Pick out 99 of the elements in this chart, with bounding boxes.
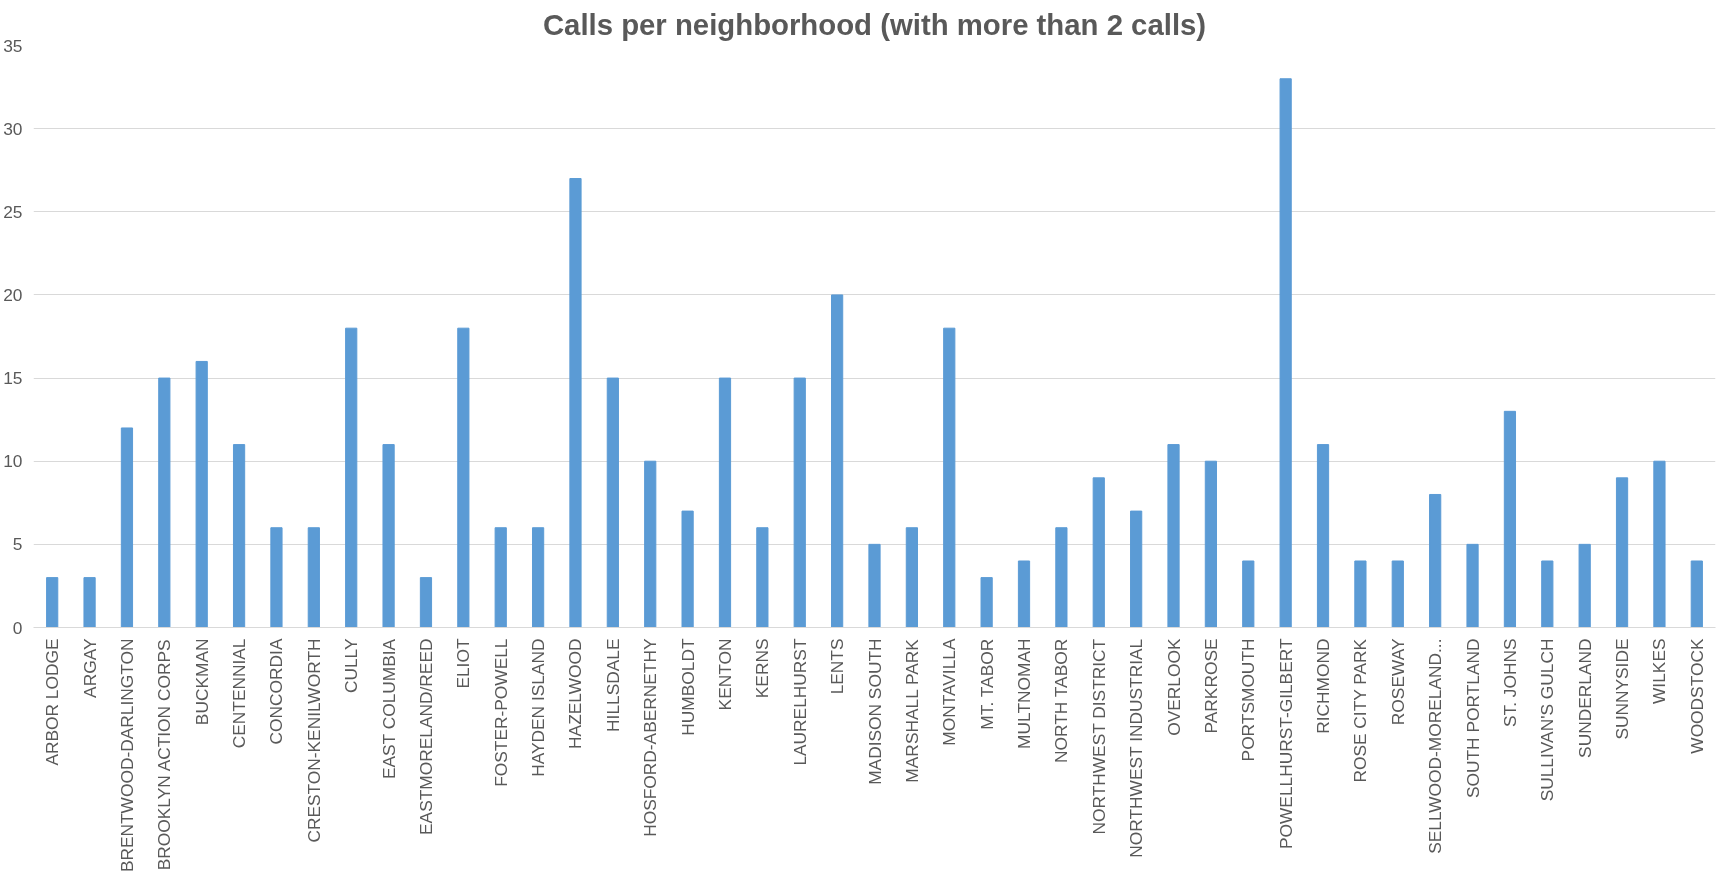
x-tick-label: BRENTWOOD-DARLINGTON — [116, 638, 137, 873]
x-tick-label: SOUTH PORTLAND — [1462, 638, 1483, 799]
x-tick-label: ARBOR LODGE — [42, 638, 63, 766]
y-tick-label: 0 — [12, 617, 23, 638]
x-tick-label: KERNS — [752, 638, 773, 699]
x-tick-label: SULLIVAN'S GULCH — [1537, 638, 1558, 802]
bar — [569, 178, 582, 628]
x-tick-label: SUNDERLAND — [1574, 638, 1595, 758]
bar — [1204, 460, 1218, 628]
y-tick-label: 15 — [3, 368, 23, 389]
x-tick-label: LAURELHURST — [789, 638, 810, 766]
bar — [1578, 543, 1591, 628]
bar — [1017, 560, 1031, 628]
bar — [1354, 560, 1367, 628]
x-tick-label: CULLY — [341, 638, 362, 694]
x-tick-label: KENTON — [714, 638, 735, 711]
x-tick-label: BROOKLYN ACTION CORPS — [154, 639, 175, 871]
bar — [419, 577, 433, 628]
x-tick-label: EAST COLUMBIA — [378, 638, 399, 780]
y-tick-label: 25 — [3, 201, 23, 222]
x-tick-label: CRESTON-KENILWORTH — [303, 638, 324, 843]
x-tick-label: PARKROSE — [1200, 638, 1221, 734]
x-tick-label: MONTAVILLA — [939, 638, 960, 746]
bar — [1653, 460, 1666, 628]
bar — [644, 460, 657, 628]
bar — [531, 527, 545, 628]
x-tick-label: SUNNYSIDE — [1612, 638, 1633, 740]
y-tick-label: 10 — [3, 451, 23, 472]
bar — [980, 577, 993, 628]
bar — [793, 377, 806, 628]
bar — [1092, 477, 1105, 628]
bar — [1690, 560, 1703, 628]
x-tick-label: CENTENNIAL — [229, 638, 250, 749]
bar — [905, 527, 918, 628]
bar — [457, 327, 470, 628]
bar — [1391, 560, 1404, 628]
x-tick-label: LENTS — [827, 638, 848, 695]
bar — [1316, 444, 1330, 628]
x-tick-label: HUMBOLDT — [677, 638, 698, 736]
y-tick-label: 20 — [3, 284, 23, 305]
bar — [606, 377, 619, 628]
x-tick-label: BUCKMAN — [191, 638, 212, 726]
x-tick-label: RICHMOND — [1313, 638, 1334, 734]
y-tick-label: 35 — [3, 35, 23, 56]
bar — [195, 360, 208, 628]
bar — [494, 527, 507, 628]
x-tick-label: SELLWOOD-MORELAND... — [1425, 638, 1446, 854]
bar — [718, 377, 732, 628]
x-tick-label: NORTHWEST DISTRICT — [1088, 638, 1109, 835]
x-tick-label: PORTSMOUTH — [1238, 638, 1259, 762]
bar — [120, 427, 134, 628]
x-tick-label: ROSE CITY PARK — [1350, 638, 1371, 783]
bar — [232, 444, 246, 628]
bar — [1167, 444, 1180, 628]
y-tick-label: 5 — [12, 534, 23, 555]
x-tick-label: WILKES — [1649, 638, 1670, 704]
bar — [1279, 78, 1292, 628]
x-tick-label: ST. JOHNS — [1499, 638, 1520, 728]
bar — [681, 510, 694, 628]
bar — [46, 577, 59, 628]
x-tick-label: EASTMORELAND/REED — [415, 638, 436, 835]
bar — [1615, 477, 1629, 628]
bar — [1503, 410, 1517, 628]
x-tick-label: POWELLHURST-GILBERT — [1275, 638, 1296, 850]
x-tick-label: NORTHWEST INDUSTRIAL — [1126, 638, 1147, 858]
x-tick-label: FOSTER-POWELL — [490, 638, 511, 787]
x-tick-label: OVERLOOK — [1163, 638, 1184, 736]
x-tick-label: ROSEWAY — [1387, 638, 1408, 726]
x-tick-label: ELIOT — [453, 638, 474, 689]
bar — [868, 543, 881, 628]
x-tick-label: MT. TABOR — [976, 638, 997, 730]
bar — [270, 527, 283, 628]
bar — [1541, 560, 1554, 628]
bar — [1242, 560, 1255, 628]
x-tick-label: HOSFORD-ABERNETHY — [640, 638, 661, 837]
x-tick-label: NORTH TABOR — [1051, 638, 1072, 764]
bar — [158, 377, 171, 628]
x-tick-label: MARSHALL PARK — [901, 638, 922, 783]
x-tick-label: HAZELWOOD — [565, 638, 586, 749]
bar — [831, 294, 844, 628]
x-tick-label: CONCORDIA — [266, 638, 287, 745]
bar — [345, 327, 358, 628]
x-tick-label: MADISON SOUTH — [864, 638, 885, 785]
bar — [1055, 527, 1068, 628]
x-tick-label: ARGAY — [79, 638, 100, 698]
bar — [83, 577, 96, 628]
x-tick-label: HILLSDALE — [602, 638, 623, 732]
bar — [382, 444, 395, 628]
x-tick-label: MULTNOMAH — [1014, 638, 1035, 749]
chart-title: Calls per neighborhood (with more than 2 calls) — [542, 7, 1207, 41]
bar — [1466, 543, 1479, 628]
bar — [1429, 493, 1442, 628]
x-tick-label: WOODSTOCK — [1686, 638, 1707, 754]
bar — [307, 527, 320, 628]
bar — [756, 527, 769, 628]
bar — [943, 327, 956, 628]
x-tick-label: HAYDEN ISLAND — [528, 638, 549, 777]
y-tick-label: 30 — [3, 118, 23, 139]
bar — [1130, 510, 1143, 628]
